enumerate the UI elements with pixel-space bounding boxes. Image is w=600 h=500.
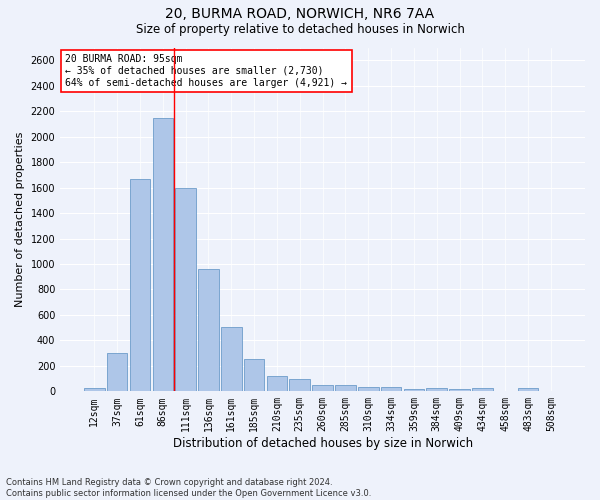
- Bar: [221, 327, 242, 392]
- Bar: [313, 385, 333, 392]
- X-axis label: Distribution of detached houses by size in Norwich: Distribution of detached houses by size …: [173, 437, 473, 450]
- Bar: [472, 388, 493, 392]
- Bar: [244, 360, 265, 392]
- Text: 20 BURMA ROAD: 95sqm
← 35% of detached houses are smaller (2,730)
64% of semi-de: 20 BURMA ROAD: 95sqm ← 35% of detached h…: [65, 54, 347, 88]
- Bar: [381, 387, 401, 392]
- Bar: [427, 388, 447, 392]
- Bar: [358, 387, 379, 392]
- Text: 20, BURMA ROAD, NORWICH, NR6 7AA: 20, BURMA ROAD, NORWICH, NR6 7AA: [166, 8, 434, 22]
- Bar: [266, 376, 287, 392]
- Bar: [130, 178, 150, 392]
- Bar: [404, 389, 424, 392]
- Bar: [495, 390, 515, 392]
- Bar: [198, 269, 219, 392]
- Bar: [518, 388, 538, 392]
- Bar: [84, 388, 104, 392]
- Y-axis label: Number of detached properties: Number of detached properties: [15, 132, 25, 307]
- Bar: [449, 389, 470, 392]
- Bar: [335, 385, 356, 392]
- Text: Size of property relative to detached houses in Norwich: Size of property relative to detached ho…: [136, 22, 464, 36]
- Text: Contains HM Land Registry data © Crown copyright and database right 2024.
Contai: Contains HM Land Registry data © Crown c…: [6, 478, 371, 498]
- Bar: [175, 188, 196, 392]
- Bar: [152, 118, 173, 392]
- Bar: [107, 353, 127, 392]
- Bar: [289, 378, 310, 392]
